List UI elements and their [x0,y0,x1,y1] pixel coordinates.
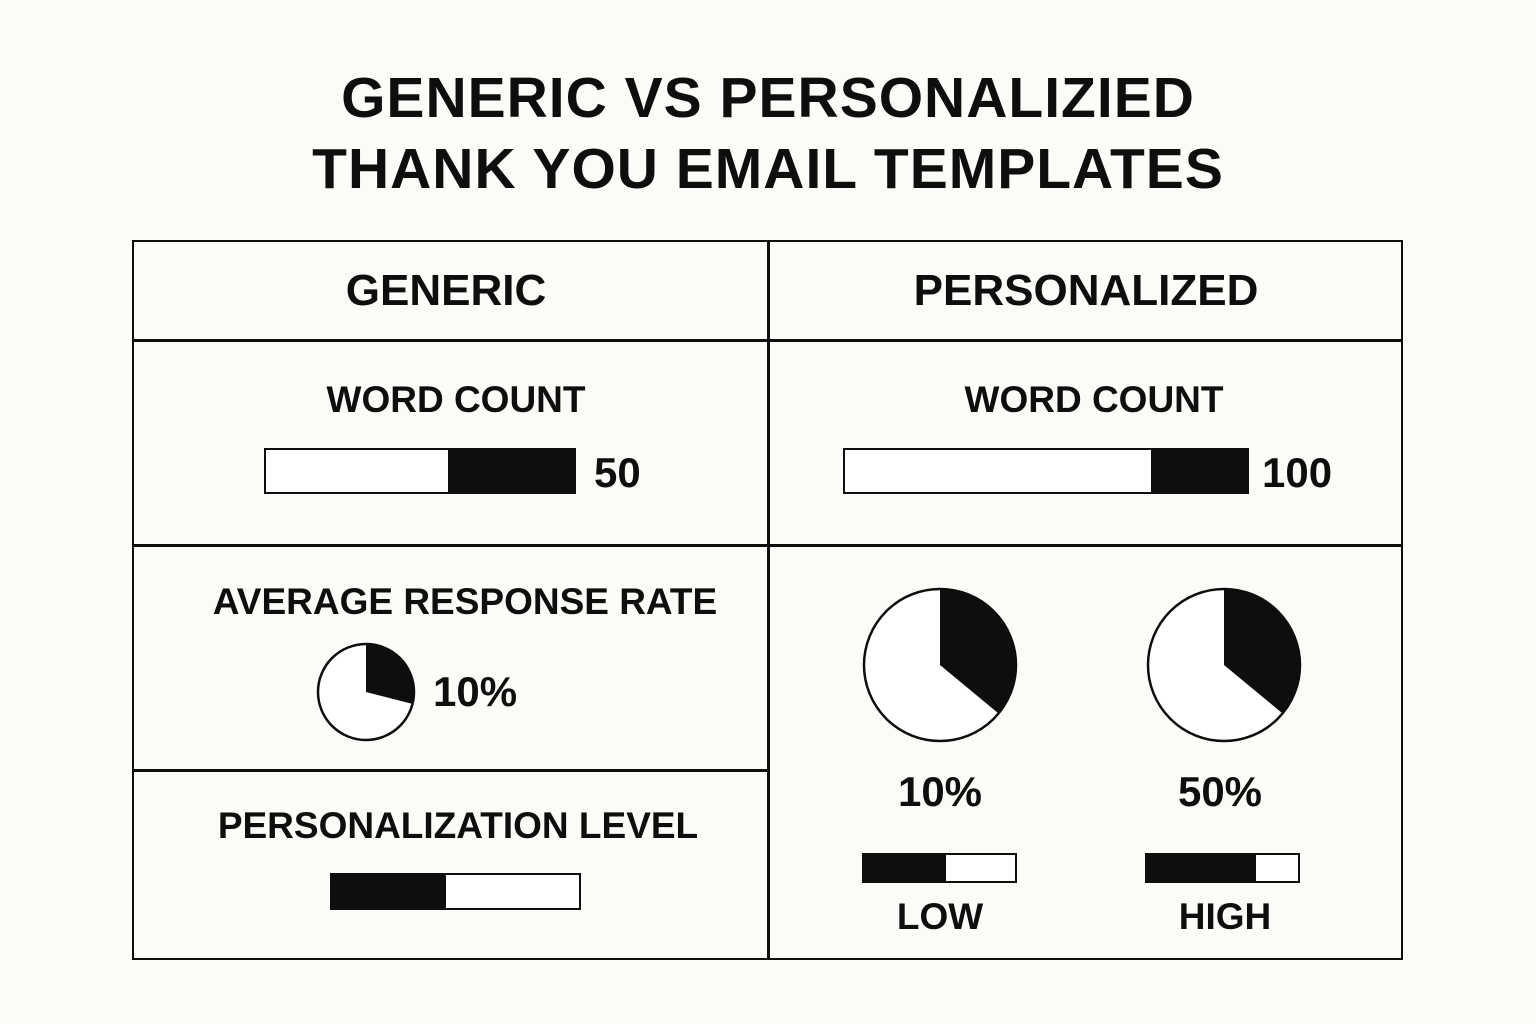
column-divider [767,242,770,958]
personalized-low-label: LOW [896,896,984,937]
personalized-word-count-bar-fill [1150,450,1247,492]
personalized-low-bar [862,853,1017,883]
generic-response-rate-pie-slice [366,644,414,704]
personalized-low-bar-fill [864,855,946,881]
personalized-word-count-bar [843,448,1249,494]
personalized-word-count-value: 100 [1262,449,1333,496]
title-line-2: THANK YOU EMAIL TEMPLATES [312,137,1224,201]
generic-response-rate-value: 10% [433,668,518,715]
generic-personalization-bar-fill [332,875,446,908]
comparison-table [132,240,1403,960]
generic-response-rate-label: AVERAGE RESPONSE RATE [212,581,718,622]
personalized-word-count-label: WORD COUNT [964,379,1224,420]
personalized-header: PERSONALIZED [913,266,1259,315]
personalized-low-pie-slice [940,589,1016,714]
generic-word-count-label: WORD COUNT [326,379,586,420]
row-divider-left [134,769,768,772]
generic-header: GENERIC [345,266,547,315]
title-line-1: GENERIC VS PERSONALIZIED [341,66,1195,130]
personalized-high-value: 50% [1177,768,1263,815]
personalized-high-bar-fill [1147,855,1256,881]
personalized-low-value: 10% [897,768,983,815]
header-divider [134,339,1401,342]
personalized-high-bar [1145,853,1300,883]
generic-personalization-bar [330,873,581,910]
personalized-low-pie [862,587,1018,743]
generic-word-count-bar-fill [447,450,574,492]
personalized-high-pie [1146,587,1302,743]
generic-personalization-label: PERSONALIZATION LEVEL [217,805,699,846]
personalized-high-label: HIGH [1178,896,1272,937]
generic-response-rate-pie [316,642,416,742]
generic-word-count-bar [264,448,576,494]
personalized-high-pie-slice [1224,589,1300,714]
row-divider [134,544,1401,547]
generic-word-count-value: 50 [594,449,641,496]
